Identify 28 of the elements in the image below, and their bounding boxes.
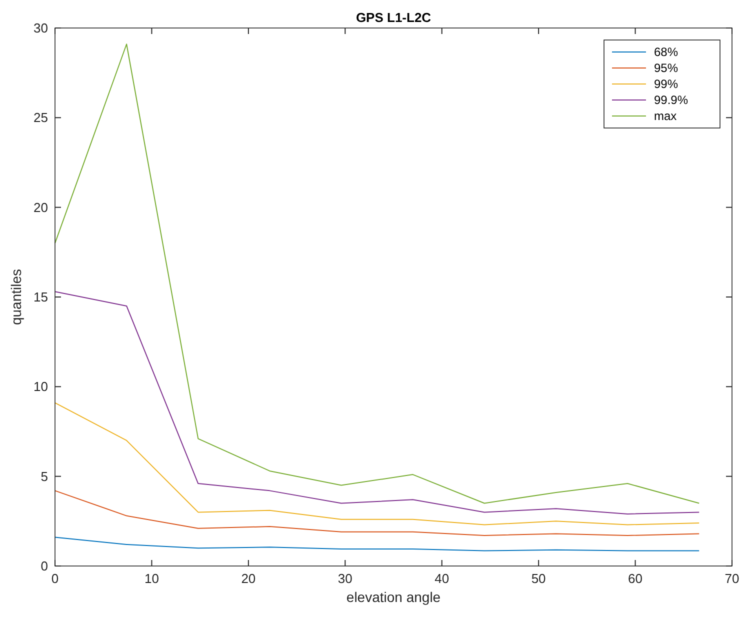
- y-tick-label: 5: [40, 468, 48, 484]
- y-tick-label: 10: [34, 379, 48, 394]
- line-series: [54, 402, 700, 526]
- y-axis-title: quantiles: [8, 268, 24, 326]
- legend-label: max: [654, 109, 677, 123]
- chart-title: GPS L1-L2C: [356, 10, 432, 25]
- legend-label: 68%: [654, 45, 678, 59]
- legend-label: 95%: [654, 61, 678, 75]
- x-tick-label: 0: [51, 571, 59, 586]
- y-tick-label: 15: [34, 290, 48, 304]
- x-axis-title: elevation angle: [346, 589, 441, 605]
- y-tick-label: 0: [40, 558, 48, 574]
- x-tick-label: 50: [531, 571, 546, 586]
- y-tick-label: 30: [34, 20, 48, 36]
- line-series: [54, 44, 700, 504]
- legend-label: 99%: [654, 77, 678, 91]
- x-tick-label: 20: [241, 571, 256, 586]
- x-tick-label: 10: [144, 571, 159, 586]
- legend-label: 99.9%: [654, 93, 688, 107]
- line-series: [54, 536, 700, 552]
- x-tick-label: 40: [434, 571, 450, 586]
- x-tick-label: 30: [338, 571, 352, 586]
- x-tick-label: 60: [628, 571, 643, 586]
- x-tick-label: 70: [724, 571, 740, 586]
- y-tick-label: 25: [34, 110, 48, 126]
- line-series: [54, 490, 700, 536]
- y-tick-label: 20: [34, 200, 48, 215]
- line-series: [54, 291, 700, 514]
